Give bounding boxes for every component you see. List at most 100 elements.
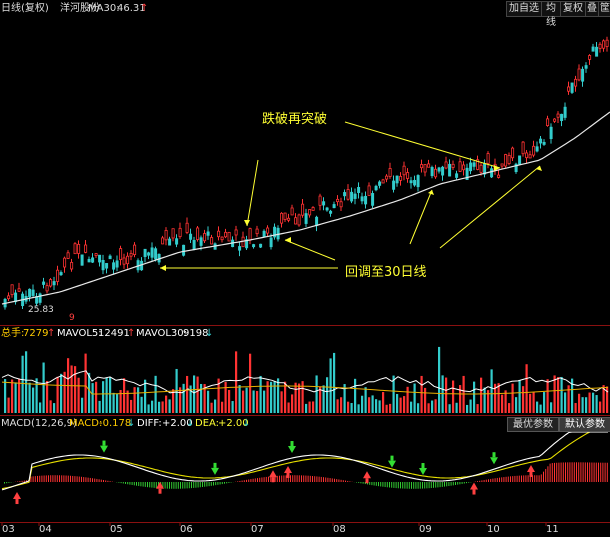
volume-bar xyxy=(515,397,518,413)
volume-bar xyxy=(144,379,147,413)
volume-bar xyxy=(536,401,539,413)
macd-histogram-bar xyxy=(54,475,56,482)
candle-body xyxy=(224,231,228,238)
tab-default-params[interactable]: 默认参数 xyxy=(559,417,610,432)
candle-body xyxy=(332,204,336,209)
macd-histogram-bar xyxy=(186,482,188,489)
macd-histogram-bar xyxy=(375,482,377,486)
macd-histogram-bar xyxy=(122,482,124,484)
macd-histogram-bar xyxy=(413,482,415,489)
volume-bar xyxy=(95,381,98,413)
macd-histogram-bar xyxy=(426,482,428,489)
candle-body xyxy=(556,113,560,118)
macd-histogram-bar xyxy=(213,482,214,486)
macd-histogram-bar xyxy=(23,480,25,482)
annotation-arrow-line xyxy=(439,165,541,249)
candle-body xyxy=(479,164,483,173)
volume-bar xyxy=(399,397,402,413)
candle-body xyxy=(329,210,333,214)
macd-histogram-bar xyxy=(448,482,450,487)
macd-histogram-bar xyxy=(142,482,144,487)
macd-histogram-bar xyxy=(301,475,302,482)
macd-histogram-bar xyxy=(173,482,175,489)
volume-bar xyxy=(46,380,49,413)
volume-bar xyxy=(294,382,297,413)
candle-body xyxy=(196,227,200,240)
volume-bar xyxy=(518,379,521,413)
volume-bar xyxy=(28,382,31,413)
volume-bar xyxy=(74,366,77,413)
candle-body xyxy=(584,65,588,69)
volume-bar xyxy=(98,400,101,413)
volume-bar xyxy=(364,387,367,413)
candle-body xyxy=(448,163,452,177)
volume-bar xyxy=(434,399,437,413)
candle-body xyxy=(518,155,522,165)
volume-bar xyxy=(235,351,238,413)
macd-histogram-bar xyxy=(362,482,364,484)
macd-histogram-bar xyxy=(298,475,300,482)
volume-bar xyxy=(333,352,336,413)
candle-body xyxy=(430,167,434,177)
macd-histogram-bar xyxy=(107,480,109,482)
overlay-button[interactable]: 叠 xyxy=(585,1,599,17)
macd-histogram-bar xyxy=(584,462,586,482)
macd-histogram-bar xyxy=(6,482,8,484)
volume-bar xyxy=(130,399,133,413)
ma-toggle-button[interactable]: 均线 xyxy=(541,1,561,28)
annotation-arrow-line xyxy=(284,239,336,261)
candle-body xyxy=(245,239,249,249)
macd-histogram-bar xyxy=(417,482,419,489)
annotation-arrow-head xyxy=(160,265,166,271)
candle-body xyxy=(14,292,18,303)
macd-histogram-bar xyxy=(593,462,595,482)
tab-optimal-params[interactable]: 最优参数 xyxy=(507,417,559,432)
macd-histogram-bar xyxy=(37,475,38,482)
add-watchlist-button[interactable]: 加自选 xyxy=(506,1,542,17)
candle-body xyxy=(49,279,53,287)
volume-bar xyxy=(382,392,385,413)
macd-histogram-bar xyxy=(151,482,153,488)
macd-histogram-bar xyxy=(336,479,338,482)
macd-histogram-bar xyxy=(424,482,426,489)
candle-body xyxy=(56,269,60,282)
candle-body xyxy=(147,252,151,256)
candle-body xyxy=(199,237,203,246)
volume-bar xyxy=(459,385,462,413)
macd-histogram-bar xyxy=(17,481,19,482)
volume-bar xyxy=(245,387,248,413)
adjust-button[interactable]: 复权 xyxy=(560,1,586,17)
macd-histogram-bar xyxy=(50,475,52,482)
macd-histogram-bar xyxy=(74,476,76,482)
basket-button[interactable]: 筐 xyxy=(598,1,610,17)
candle-body xyxy=(115,260,119,268)
macd-histogram-bar xyxy=(327,477,329,482)
volume-bar xyxy=(361,395,364,413)
macd-histogram-bar xyxy=(468,482,470,483)
macd-histogram-bar xyxy=(78,476,80,482)
macd-histogram-bar xyxy=(598,462,599,482)
macd-histogram-bar xyxy=(162,482,164,489)
candle-body xyxy=(549,126,553,139)
sell-signal-icon xyxy=(100,445,108,453)
low-price-marker: 25.83 xyxy=(28,305,54,315)
macd-histogram-bar xyxy=(191,482,192,489)
candle-body xyxy=(462,164,466,171)
macd-histogram-bar xyxy=(481,480,483,482)
panel-separator-volume xyxy=(0,325,610,326)
candle-body xyxy=(581,68,585,82)
candle-body xyxy=(413,179,417,186)
volume-bar xyxy=(602,385,605,413)
macd-histogram-bar xyxy=(444,482,445,487)
volume-bar xyxy=(140,396,143,413)
volume-bar xyxy=(340,397,343,413)
candle-body xyxy=(94,253,98,256)
ma30-arrow-icon: ↑ xyxy=(140,3,149,14)
candle-body xyxy=(171,228,175,239)
macd-histogram-bar xyxy=(534,475,536,482)
macd-histogram-bar xyxy=(439,482,441,488)
macd-histogram-bar xyxy=(340,479,342,482)
volume-bar xyxy=(252,390,255,413)
macd-histogram-bar xyxy=(536,475,538,482)
